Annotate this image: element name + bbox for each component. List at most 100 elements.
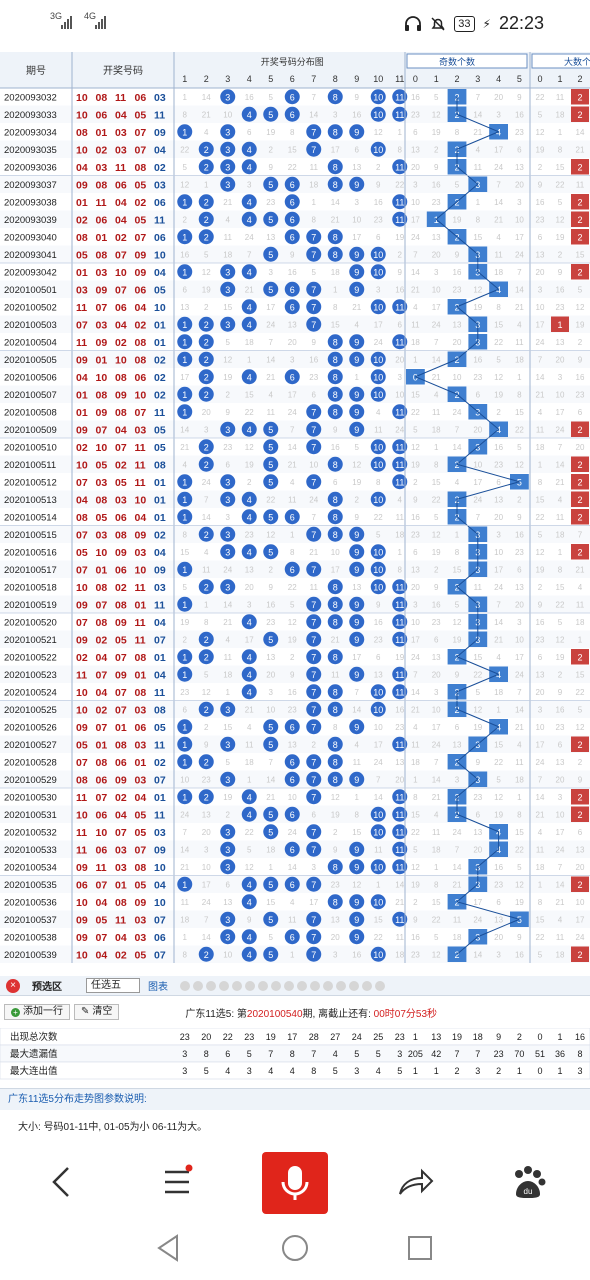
- odd-miss: 15: [453, 565, 462, 574]
- odd-count-header[interactable]: 奇数个数: [439, 56, 475, 67]
- draw-number: 09: [115, 669, 127, 681]
- pick-ball[interactable]: [323, 980, 333, 991]
- pick-ball[interactable]: [193, 980, 203, 991]
- hit-number: 3: [225, 477, 230, 487]
- draw-number: 04: [96, 652, 108, 664]
- miss-count: 22: [288, 163, 297, 172]
- pick-ball[interactable]: [349, 980, 359, 991]
- hit-ball: [327, 456, 343, 472]
- miss-count: 12: [266, 530, 275, 539]
- draw-number: 03: [135, 914, 147, 926]
- miss-count: 8: [333, 723, 338, 732]
- odd-miss: 5: [434, 93, 439, 102]
- pick-ball[interactable]: [271, 980, 281, 991]
- odd-miss: 18: [494, 688, 503, 697]
- distribution-header: 开奖号码分布图: [261, 56, 324, 67]
- pick-ball[interactable]: [310, 980, 320, 991]
- big-miss: 9: [578, 775, 583, 784]
- draw-number: 02: [96, 144, 108, 156]
- baidu-paw-icon[interactable]: du: [506, 1160, 550, 1204]
- odd-miss: 11: [432, 408, 441, 417]
- miss-count: 13: [352, 583, 361, 592]
- big-count-header[interactable]: 大数个数: [564, 56, 590, 67]
- hit-ball: [349, 894, 365, 910]
- period-cell: 2020100528: [4, 757, 57, 768]
- voice-search-button[interactable]: [262, 1152, 328, 1214]
- hit-ball: [349, 911, 365, 927]
- nav-recent-icon[interactable]: [402, 1230, 438, 1266]
- chart-mode-link[interactable]: 图表: [148, 982, 168, 993]
- nav-home-icon[interactable]: [277, 1230, 313, 1266]
- miss-count: 15: [288, 145, 297, 154]
- pick-ball[interactable]: [245, 980, 255, 991]
- table-row: [0, 385, 590, 403]
- pick-ball[interactable]: [362, 980, 372, 991]
- play-type-select[interactable]: 任选五: [86, 978, 140, 993]
- hit-number: 7: [311, 687, 316, 697]
- miss-count: 8: [183, 530, 188, 539]
- hit-ball: [349, 386, 365, 402]
- draw-number: 01: [154, 792, 166, 804]
- hit-number: 9: [354, 425, 359, 435]
- draw-number: 01: [154, 319, 166, 331]
- trend-chart-table[interactable]: 期号开奖号码开奖号码分布图1234567891011奇数个数偶数个数大数个数01…: [0, 52, 590, 976]
- draw-number: 04: [76, 494, 88, 506]
- draw-number: 01: [154, 652, 166, 664]
- odd-miss: 17: [494, 145, 503, 154]
- hit-ball: [263, 544, 279, 560]
- draw-number: 01: [135, 757, 147, 769]
- draw-number: 05: [154, 424, 166, 436]
- odd-miss: 11: [411, 320, 420, 329]
- miss-count: 12: [331, 793, 340, 802]
- stats-value: 4: [268, 1066, 273, 1076]
- miss-count: 8: [204, 618, 209, 627]
- draw-number: 08: [115, 599, 127, 611]
- miss-count: 14: [309, 110, 318, 119]
- hit-number: 8: [333, 337, 338, 347]
- back-icon[interactable]: [40, 1160, 84, 1204]
- pick-ball[interactable]: [180, 980, 190, 991]
- draw-number: 08: [96, 389, 108, 401]
- hit-number: 4: [247, 792, 252, 802]
- pick-ball[interactable]: [284, 980, 294, 991]
- odd-col-header: 1: [434, 74, 439, 84]
- share-icon[interactable]: [392, 1160, 436, 1204]
- big-miss: 6: [578, 408, 583, 417]
- miss-count: 21: [331, 635, 340, 644]
- hit-number: 2: [204, 232, 209, 242]
- draw-number: 10: [96, 442, 108, 454]
- clear-button[interactable]: ✎ 清空: [74, 1004, 120, 1020]
- hit-ball: [263, 246, 279, 262]
- hit-number: 10: [373, 810, 383, 820]
- number-picker[interactable]: [180, 980, 385, 991]
- odd-trend-line: [456, 131, 499, 150]
- hit-number: 6: [290, 512, 295, 522]
- odd-trend-line: [435, 218, 458, 238]
- big-miss: 22: [576, 688, 585, 697]
- menu-icon[interactable]: [155, 1160, 199, 1204]
- big-miss: 23: [556, 303, 565, 312]
- pick-ball[interactable]: [219, 980, 229, 991]
- pick-ball[interactable]: [375, 980, 385, 991]
- odd-miss: 8: [455, 128, 460, 137]
- hit-ball: [284, 194, 300, 210]
- pick-ball[interactable]: [232, 980, 242, 991]
- add-row-button[interactable]: + 添加一行: [4, 1004, 70, 1020]
- close-icon[interactable]: ×: [6, 978, 20, 993]
- hit-ball: [198, 211, 214, 227]
- pick-ball[interactable]: [206, 980, 216, 991]
- big-miss: 14: [556, 460, 565, 469]
- pick-ball[interactable]: [336, 980, 346, 991]
- draw-number: 08: [96, 757, 108, 769]
- hit-ball: [306, 841, 322, 857]
- pick-ball[interactable]: [258, 980, 268, 991]
- nav-back-icon[interactable]: [150, 1230, 186, 1266]
- draw-number: 05: [135, 949, 147, 961]
- hit-number: 8: [333, 740, 338, 750]
- pick-ball[interactable]: [297, 980, 307, 991]
- odd-count-header-box[interactable]: [406, 53, 528, 69]
- miss-count: 20: [395, 775, 404, 784]
- big-count-header-box[interactable]: [531, 53, 590, 69]
- odd-trend-line: [456, 481, 520, 500]
- hit-ball: [349, 334, 365, 350]
